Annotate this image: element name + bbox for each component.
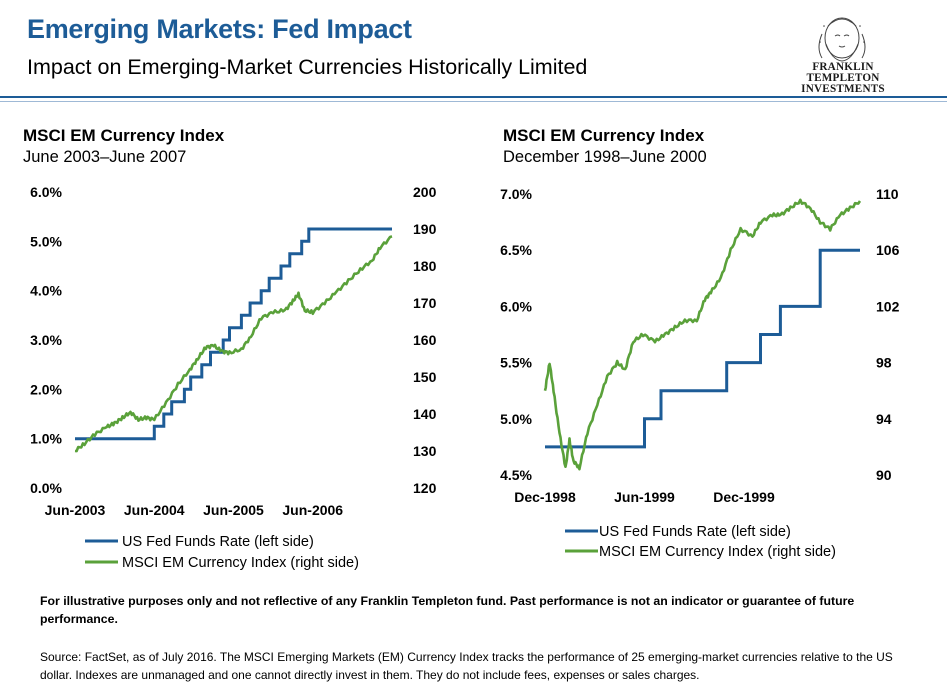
y-left-tick-label: 5.0% xyxy=(30,233,62,249)
msci-em-currency-index-line xyxy=(74,235,393,453)
y-left-tick-label: 4.0% xyxy=(30,283,62,299)
legend-fed-label: US Fed Funds Rate (left side) xyxy=(122,534,314,550)
legend-fed-label: US Fed Funds Rate (left side) xyxy=(599,524,791,540)
franklin-templeton-logo-text: FRANKLIN TEMPLETON INVESTMENTS xyxy=(778,61,908,95)
chart-subtitle: December 1998–June 2000 xyxy=(503,148,707,166)
y-right-tick-label: 180 xyxy=(413,258,437,274)
y-right-tick-label: 190 xyxy=(413,221,437,237)
x-tick-label: Jun-1999 xyxy=(614,489,675,505)
y-left-tick-label: 6.5% xyxy=(500,242,532,258)
x-tick-label: Dec-1998 xyxy=(514,489,576,505)
page-title: Emerging Markets: Fed Impact xyxy=(27,14,412,44)
y-left-tick-label: 2.0% xyxy=(30,381,62,397)
y-left-tick-label: 1.0% xyxy=(30,431,62,447)
logo-line-1: FRANKLIN TEMPLETON xyxy=(806,61,880,84)
y-right-tick-label: 98 xyxy=(876,355,892,371)
x-tick-label: Jun-2006 xyxy=(282,502,343,518)
charts-canvas: MSCI EM Currency Index June 2003–June 200… xyxy=(23,126,900,571)
y-right-tick-label: 90 xyxy=(876,467,892,483)
franklin-portrait-logo xyxy=(818,17,866,62)
y-left-tick-label: 6.0% xyxy=(500,298,532,314)
msci-em-currency-index-line xyxy=(543,198,862,471)
y-right-tick-label: 106 xyxy=(876,242,900,258)
chart-subtitle: June 2003–June 2007 xyxy=(23,148,186,166)
y-left-tick-label: 0.0% xyxy=(30,480,62,496)
legend-msci-label: MSCI EM Currency Index (right side) xyxy=(599,544,836,560)
y-left-tick-label: 7.0% xyxy=(500,186,532,202)
page-subtitle: Impact on Emerging-Market Currencies His… xyxy=(27,55,588,79)
x-tick-label: Jun-2004 xyxy=(124,502,185,518)
chart-title: MSCI EM Currency Index xyxy=(503,126,705,145)
y-right-tick-label: 140 xyxy=(413,406,437,422)
source-note: Source: FactSet, as of July 2016. The MS… xyxy=(40,650,893,682)
y-right-tick-label: 110 xyxy=(876,186,899,202)
y-left-tick-label: 3.0% xyxy=(30,332,62,348)
y-right-tick-label: 120 xyxy=(413,480,437,496)
legend-msci-label: MSCI EM Currency Index (right side) xyxy=(122,555,359,571)
fed-funds-rate-line xyxy=(545,248,860,449)
y-right-tick-label: 200 xyxy=(413,184,437,200)
x-tick-label: Jun-2005 xyxy=(203,502,264,518)
y-left-tick-label: 5.5% xyxy=(500,355,532,371)
y-right-tick-label: 150 xyxy=(413,369,437,385)
x-tick-label: Dec-1999 xyxy=(713,489,775,505)
y-right-tick-label: 102 xyxy=(876,298,900,314)
y-right-tick-label: 160 xyxy=(413,332,437,348)
fed-funds-rate-line xyxy=(75,227,392,441)
x-tick-label: Jun-2003 xyxy=(45,502,106,518)
y-left-tick-label: 6.0% xyxy=(30,184,62,200)
y-right-tick-label: 170 xyxy=(413,295,437,311)
disclaimer-text: For illustrative purposes only and not r… xyxy=(40,594,855,626)
logo-line-2: INVESTMENTS xyxy=(801,83,885,95)
y-right-tick-label: 130 xyxy=(413,443,437,459)
y-right-tick-label: 94 xyxy=(876,411,892,427)
chart-title: MSCI EM Currency Index xyxy=(23,126,225,145)
header-rule-thin xyxy=(0,101,947,102)
header-rule xyxy=(0,96,947,98)
y-left-tick-label: 5.0% xyxy=(500,411,532,427)
y-left-tick-label: 4.5% xyxy=(500,467,532,483)
